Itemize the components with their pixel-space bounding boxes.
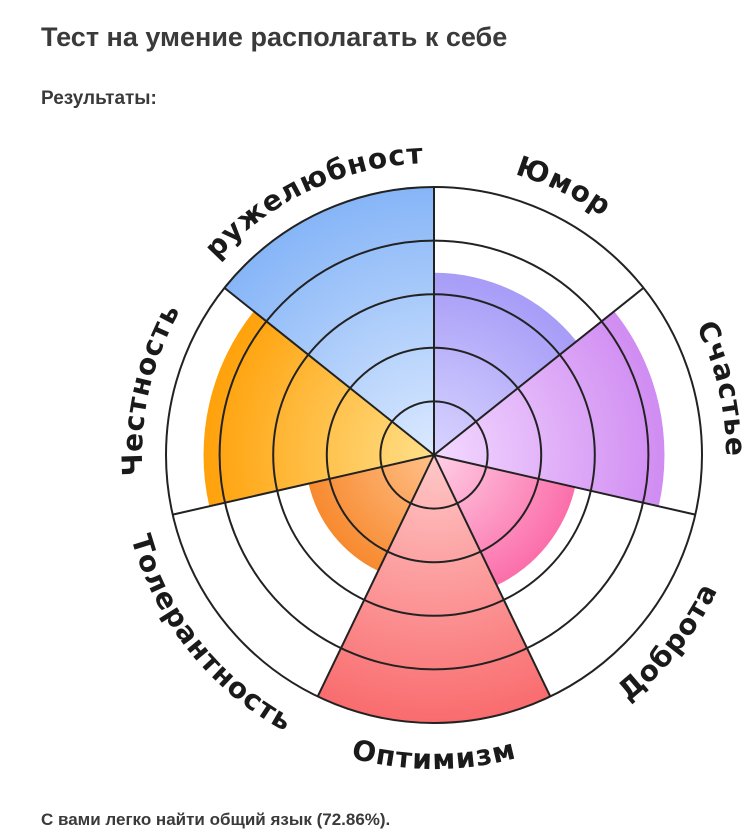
spoke-line: [433, 454, 552, 697]
axis-label-cat-3: Оптимизм: [349, 733, 519, 777]
sector-cat-4: [308, 455, 434, 571]
result-text: С вами легко найти общий язык (72.86%).: [41, 810, 391, 829]
sector-cat-6: [224, 187, 434, 455]
sectors-layer: [203, 187, 665, 723]
axis-label-cat-4: Толерантность: [124, 530, 298, 738]
axis-label-cat-1: Счастье: [690, 316, 752, 458]
polar-chart: Юмор Счастье Доброта Оптимизм Толерантность Ч…: [0, 130, 755, 790]
sector-cat-0: [434, 272, 577, 455]
sector-cat-3: [317, 455, 551, 723]
axis-label-cat-5: Честность: [116, 298, 187, 477]
results-heading: Результаты:: [41, 88, 157, 109]
spoke-line: [316, 454, 435, 697]
axis-label-cat-2: Доброта: [611, 577, 724, 707]
polar-chart-svg: Юмор Счастье Доброта Оптимизм Толерантность Ч…: [0, 130, 752, 777]
grid-layer: [165, 186, 703, 724]
spoke-line: [223, 287, 435, 456]
spoke-line: [433, 287, 645, 456]
page-title: Тест на умение располагать к себе: [41, 22, 508, 52]
spoke-line: [433, 454, 696, 516]
axis-label-cat-0: Юмор: [512, 149, 617, 222]
spoke-line: [172, 454, 435, 516]
sector-cat-2: [434, 455, 576, 586]
sector-cat-5: [203, 311, 434, 507]
sector-cat-1: [434, 311, 665, 507]
